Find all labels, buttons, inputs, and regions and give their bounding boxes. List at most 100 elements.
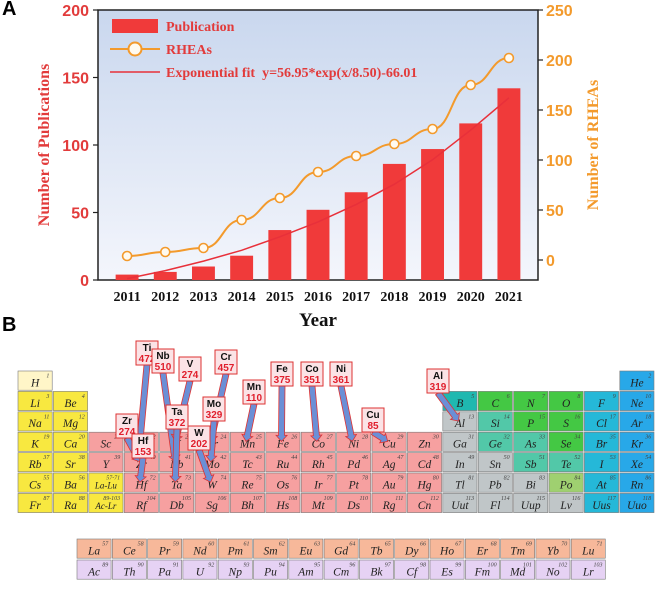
element-As-box [513,431,549,452]
callout-arrow-W [195,448,215,483]
element-C-box [477,391,513,411]
element-Pr-box [147,538,183,559]
element-Cf-number: 98 [420,563,426,569]
exponential-fit-line [126,97,510,280]
element-P: 15 P [513,411,549,432]
callout-symbol-Zr: Zr [122,416,132,427]
element-Np-number: 93 [244,563,250,569]
element-Cr-number: 24 [220,434,226,441]
element-Uus-symbol: Uus [592,500,611,512]
bar-2012 [153,271,177,280]
callout-box-Cu [361,407,385,433]
element-Lv-box [548,493,584,513]
element-Ru-number: 44 [291,454,297,461]
element-Cl-number: 17 [610,414,617,420]
element-Hs-symbol: Hs [276,500,290,512]
element-I-symbol: I [599,459,605,471]
element-Lr-symbol: Lr [582,566,594,578]
element-Db-symbol: Db [169,500,184,512]
element-Ac-Lr-box [88,493,124,513]
element-Pu-symbol: Pu [263,566,277,578]
element-K-box [17,431,53,452]
element-He-box [619,370,655,391]
y2-tick-label: 200 [546,53,573,70]
element-Ni-symbol: Ni [347,439,359,451]
element-Ra-number: 88 [79,496,85,502]
element-N: 7N [513,391,549,411]
element-F: 9F [584,391,619,411]
element-Nd-symbol: Nd [192,545,207,557]
element-Al-symbol: Al [454,418,465,430]
element-Bh-number: 107 [253,496,263,502]
element-Cd-box [407,452,442,473]
element-Ds-number: 110 [359,496,368,502]
element-Es-number: 99 [455,563,461,569]
element-Lv-symbol: Lv [559,500,572,512]
callout-arrow-Mn [241,402,258,442]
element-No-number: 102 [558,563,567,569]
element-U-symbol: U [196,566,205,578]
element-Tb-symbol: Tb [370,545,382,557]
bar-2020 [459,123,483,281]
element-Ce-box [112,538,147,559]
element-Pa-number: 91 [173,563,179,569]
bar-2018 [382,163,406,280]
bar-2013 [192,266,215,280]
element-Ag-box [371,452,407,473]
element-U: 92U [182,559,218,580]
element-Be: 4 Be [53,391,88,411]
element-Fm-symbol: Fm [474,566,490,578]
callout-arrow-Co [308,385,323,442]
element-Ho-number: 67 [455,542,462,548]
element-Re-symbol: Re [240,479,253,491]
element-Pd-number: 46 [362,454,368,461]
element-Sg-number: 106 [217,496,226,502]
y-tick-label: 150 [62,71,89,88]
element-Uut-box [442,493,478,513]
element-Pb-box [477,472,513,493]
element-At-number: 85 [610,476,616,482]
element-Fe-symbol: Fe [276,439,289,451]
element-Si: 14 Si [477,411,513,432]
element-Ca-number: 20 [79,435,85,441]
element-Li-number: 3 [45,394,49,400]
legend-rheas: RHEAs [166,43,212,58]
element-Fr-box [17,493,53,513]
element-K-symbol: K [30,439,40,451]
element-Rh-number: 45 [327,454,333,461]
element-Pt-symbol: Pt [348,479,360,491]
element-Nb-number: 41 [185,454,191,461]
element-Rh-box [300,452,336,473]
element-Al-number: 13 [468,414,474,420]
element-Be-symbol: Be [64,398,76,410]
element-P-box [513,411,549,432]
element-Pt-box [336,472,372,493]
element-Ac-symbol: Ac [87,566,100,578]
element-Md-number: 101 [523,563,532,569]
element-N-box [513,391,549,411]
element-Cd-number: 48 [433,454,439,461]
element-Zn-number: 30 [432,435,439,441]
element-Ce-symbol: Ce [123,545,136,557]
element-Pr-symbol: Pr [158,545,171,557]
callout-count-W: 202 [191,439,208,450]
element-Rf-box [123,493,159,513]
element-H-box [17,370,53,391]
element-Gd-box [323,538,359,559]
